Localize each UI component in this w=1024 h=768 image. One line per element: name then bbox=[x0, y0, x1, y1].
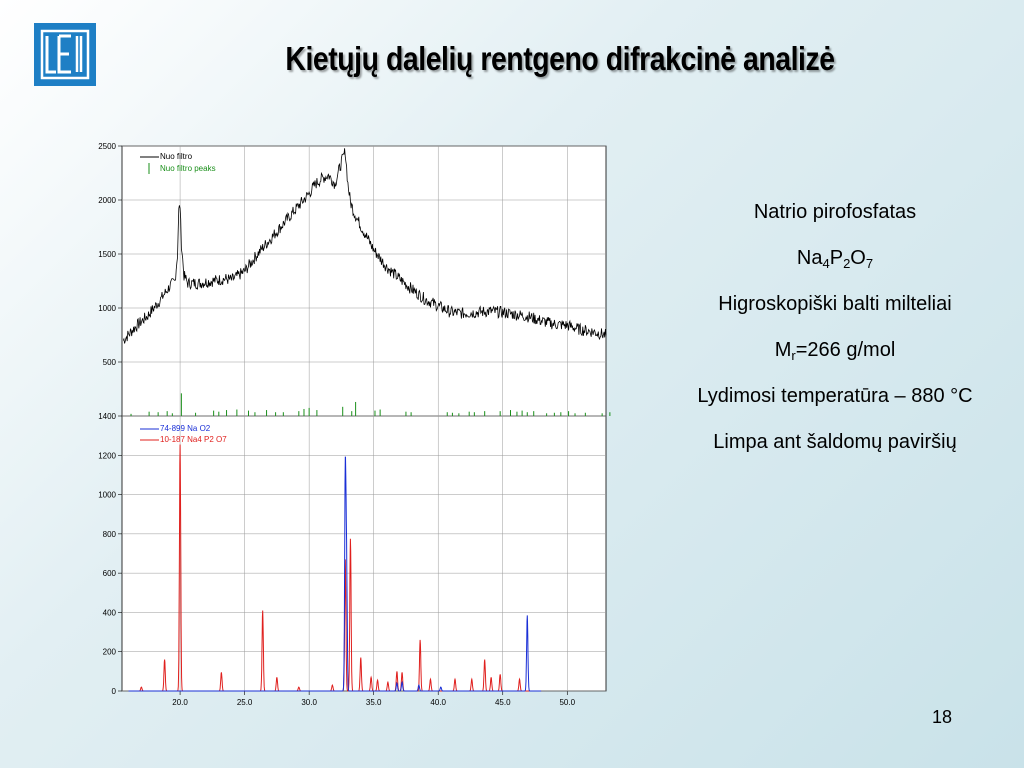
series-nuo-filtro-line bbox=[122, 148, 607, 344]
formula-part: P bbox=[829, 247, 844, 269]
molar-mass: Mr=266 g/mol bbox=[640, 334, 1024, 380]
formula-subscript: 7 bbox=[865, 256, 874, 271]
logo-graphic bbox=[37, 26, 93, 83]
molar-mass-value: =266 g/mol bbox=[795, 339, 896, 361]
page-number: 18 bbox=[932, 707, 953, 727]
melting-temperature: Lydimosi temperatūra – 880 °C bbox=[697, 385, 973, 407]
y-tick-label: 0 bbox=[112, 687, 117, 696]
x-tick-label: 35.0 bbox=[366, 698, 382, 707]
formula-subscript: 4 bbox=[822, 256, 830, 271]
slide-title: Kietųjų dalelių rentgeno difrakcinė anal… bbox=[285, 40, 835, 77]
legend-label-nao2: 74-899 Na O2 bbox=[160, 424, 211, 433]
legend-label-peaks: Nuo filtro peaks bbox=[160, 164, 216, 173]
y-tick-label: 2000 bbox=[98, 196, 116, 205]
y-tick-label: 500 bbox=[103, 358, 117, 367]
molar-mass-subscript: r bbox=[791, 348, 796, 363]
lei-logo bbox=[34, 23, 96, 86]
y-tick-label: 1000 bbox=[98, 304, 116, 313]
x-tick-label: 40.0 bbox=[430, 698, 446, 707]
y-tick-label: 1400 bbox=[98, 412, 116, 421]
x-tick-label: 30.0 bbox=[301, 698, 317, 707]
properties-panel: Natrio pirofosfatas Na4P2O7 Higroskopišk… bbox=[640, 196, 1024, 472]
legend-label-nuo-filtro: Nuo filtro bbox=[160, 152, 193, 161]
formula-part: Na bbox=[796, 247, 823, 269]
x-tick-label: 25.0 bbox=[237, 698, 253, 707]
y-tick-label: 1500 bbox=[98, 250, 116, 259]
y-tick-label: 200 bbox=[103, 648, 117, 657]
x-tick-label: 45.0 bbox=[495, 698, 511, 707]
formula-subscript: 2 bbox=[843, 256, 851, 271]
legend-label-na4p2o7: 10-187 Na4 P2 O7 bbox=[160, 435, 227, 444]
y-tick-label: 2500 bbox=[98, 142, 116, 151]
y-tick-label: 800 bbox=[103, 530, 117, 539]
chemical-formula: Na4P2O7 bbox=[640, 242, 1024, 288]
xrd-chart-svg: 20.0 25.0 30.0 35.0 40.0 45.0 50.0 500 1000 1500 2… bbox=[98, 142, 611, 707]
y-tick-label: 600 bbox=[103, 569, 117, 578]
plot-area bbox=[121, 145, 607, 692]
xrd-chart: 20.0 25.0 30.0 35.0 40.0 45.0 50.0 500 1000 1500 2… bbox=[85, 138, 615, 728]
formula-part: O bbox=[850, 247, 866, 269]
x-tick-label: 20.0 bbox=[172, 698, 188, 707]
series-nao2-line bbox=[128, 456, 542, 692]
y-tick-label: 1000 bbox=[98, 491, 116, 500]
x-tick-label: 50.0 bbox=[559, 698, 575, 707]
molar-mass-symbol: M bbox=[774, 339, 792, 361]
y-tick-label: 400 bbox=[103, 608, 117, 617]
compound-name: Natrio pirofosfatas bbox=[753, 201, 917, 223]
y-tick-label: 1200 bbox=[98, 451, 116, 460]
compound-description: Higroskopiški balti milteliai bbox=[718, 293, 952, 315]
adhesion-note: Limpa ant šaldomų paviršių bbox=[713, 431, 957, 453]
